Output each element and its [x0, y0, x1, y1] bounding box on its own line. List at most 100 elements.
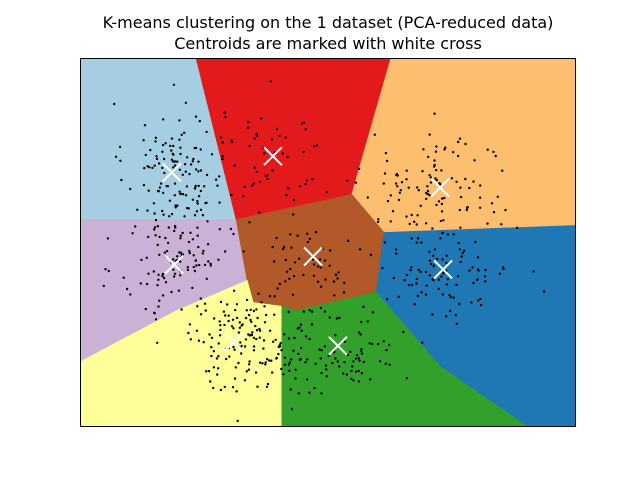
data-point — [179, 146, 182, 149]
data-point — [448, 294, 451, 297]
data-point — [197, 245, 200, 249]
data-point — [386, 297, 389, 301]
data-point — [315, 144, 319, 147]
data-point — [419, 270, 422, 273]
data-point — [162, 157, 166, 161]
data-point — [230, 193, 233, 197]
data-point — [157, 305, 160, 308]
data-point — [319, 357, 322, 360]
data-point — [142, 139, 145, 142]
data-point — [247, 313, 251, 317]
data-point — [441, 231, 445, 235]
data-point — [484, 280, 487, 283]
data-point — [201, 252, 204, 255]
data-point — [268, 329, 272, 332]
data-point — [258, 329, 262, 332]
data-point — [435, 257, 439, 261]
data-point — [417, 268, 420, 272]
data-point — [304, 128, 307, 131]
data-point — [360, 320, 363, 324]
data-point — [247, 368, 251, 371]
data-point — [179, 192, 182, 196]
data-point — [452, 233, 455, 236]
data-point — [470, 301, 473, 304]
data-point — [173, 229, 176, 233]
data-point — [258, 180, 261, 183]
data-point — [347, 239, 350, 242]
data-point — [328, 264, 331, 267]
data-point — [252, 345, 256, 348]
data-point — [192, 265, 195, 269]
data-point — [223, 111, 226, 114]
data-point — [417, 189, 420, 192]
data-point — [458, 248, 462, 251]
data-point — [154, 234, 157, 237]
data-point — [208, 333, 211, 336]
data-point — [351, 365, 354, 368]
data-point — [224, 314, 227, 317]
data-point — [204, 201, 207, 205]
data-point — [282, 373, 285, 376]
data-point — [264, 313, 268, 317]
data-point — [324, 364, 328, 367]
data-point — [114, 155, 118, 158]
data-point — [152, 270, 155, 273]
data-point — [334, 273, 338, 276]
data-point — [396, 185, 399, 188]
plot-area — [80, 58, 576, 427]
data-point — [195, 210, 199, 213]
data-point — [242, 195, 245, 198]
data-point — [219, 324, 222, 327]
data-point — [441, 197, 444, 200]
data-point — [185, 185, 189, 188]
data-point — [368, 342, 371, 345]
data-point — [253, 166, 257, 169]
data-point — [243, 379, 247, 382]
data-point — [203, 185, 206, 188]
data-point — [209, 264, 212, 267]
data-point — [407, 283, 411, 287]
data-point — [416, 186, 419, 189]
data-point — [280, 367, 283, 371]
data-point — [210, 336, 214, 340]
data-point — [233, 164, 236, 167]
data-point — [245, 309, 248, 312]
data-point — [271, 371, 274, 374]
data-point — [232, 232, 235, 236]
data-point — [179, 260, 182, 263]
data-point — [472, 281, 475, 285]
data-point — [218, 201, 221, 204]
data-point — [154, 218, 158, 222]
data-point — [235, 390, 238, 393]
data-point — [354, 181, 357, 184]
data-point — [184, 194, 188, 197]
data-point — [217, 355, 220, 358]
data-point — [350, 369, 353, 373]
data-point — [504, 208, 507, 212]
data-point — [203, 263, 207, 267]
data-point — [258, 211, 261, 214]
data-point — [427, 155, 430, 159]
data-point — [352, 379, 355, 382]
data-point — [284, 136, 287, 139]
data-point — [131, 232, 134, 235]
data-point — [297, 392, 300, 395]
data-point — [166, 241, 170, 245]
data-point — [153, 312, 156, 315]
data-point — [199, 169, 203, 172]
data-point — [433, 112, 436, 115]
data-point — [146, 165, 149, 168]
data-point — [113, 102, 116, 106]
data-point — [153, 226, 157, 229]
data-point — [250, 184, 254, 187]
data-point — [235, 316, 239, 320]
data-point — [259, 361, 262, 364]
data-point — [302, 273, 305, 277]
data-point — [122, 276, 125, 279]
data-point — [144, 307, 147, 311]
data-point — [403, 279, 406, 282]
data-point — [332, 280, 336, 283]
data-point — [360, 372, 363, 375]
data-point — [410, 237, 413, 240]
data-point — [460, 255, 463, 258]
